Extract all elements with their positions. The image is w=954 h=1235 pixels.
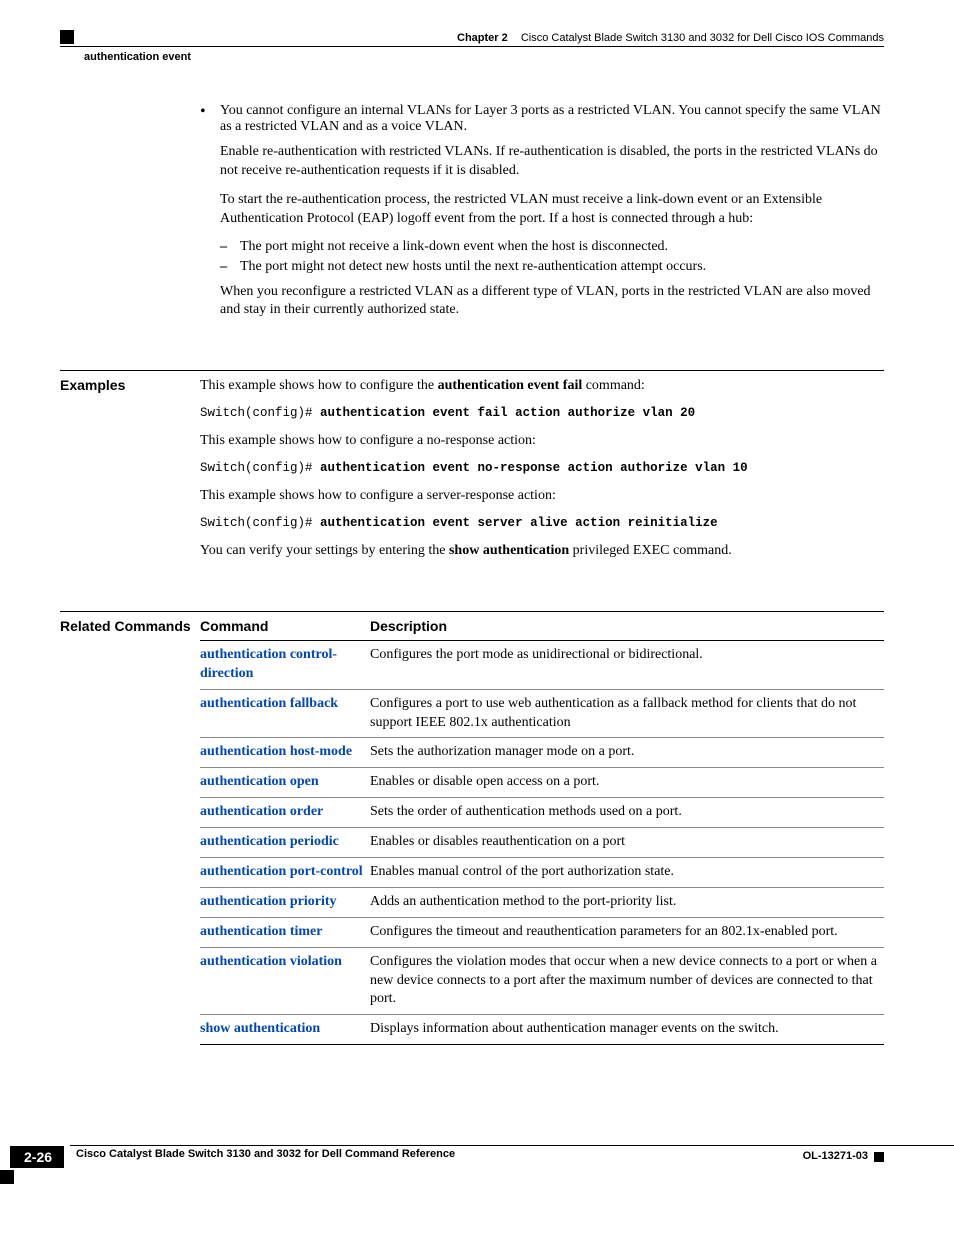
cli-command: authentication event server alive action…: [320, 516, 718, 530]
inline-command: authentication event fail: [438, 378, 583, 393]
command-link[interactable]: authentication fallback: [200, 696, 338, 711]
sub-bullet-text: The port might not detect new hosts unti…: [240, 259, 884, 275]
paragraph: This example shows how to configure a no…: [200, 432, 884, 451]
command-link[interactable]: authentication control-direction: [200, 647, 337, 681]
cli-command: authentication event fail action authori…: [320, 406, 695, 420]
table-row: authentication periodic Enables or disabl…: [200, 828, 884, 858]
paragraph: This example shows how to configure a se…: [200, 487, 884, 506]
cli-example: Switch(config)# authentication event fai…: [200, 406, 884, 420]
table-row: authentication fallback Configures a port…: [200, 689, 884, 738]
paragraph: This example shows how to configure the …: [200, 377, 884, 396]
command-link[interactable]: authentication periodic: [200, 834, 339, 849]
command-link[interactable]: show authentication: [200, 1021, 320, 1036]
command-description: Configures the timeout and reauthenticat…: [370, 917, 884, 947]
table-row: authentication host-mode Sets the authori…: [200, 738, 884, 768]
text: This example shows how to configure the: [200, 378, 438, 393]
section-name: authentication event: [84, 51, 884, 63]
section-label-examples: Examples: [60, 370, 200, 571]
text: privileged EXEC command.: [569, 543, 732, 558]
command-description: Displays information about authenticatio…: [370, 1015, 884, 1045]
command-description: Configures the violation modes that occu…: [370, 947, 884, 1015]
cli-example: Switch(config)# authentication event no-…: [200, 461, 884, 475]
command-link[interactable]: authentication host-mode: [200, 744, 352, 759]
command-description: Enables manual control of the port autho…: [370, 858, 884, 888]
inline-command: show authentication: [449, 543, 569, 558]
table-row: authentication timer Configures the timeo…: [200, 917, 884, 947]
text: You can verify your settings by entering…: [200, 543, 449, 558]
footer-ornament-box: [0, 1170, 14, 1184]
cli-prompt: Switch(config)#: [200, 461, 320, 475]
table-header-command: Command: [200, 611, 370, 640]
cli-prompt: Switch(config)#: [200, 406, 320, 420]
command-link[interactable]: authentication priority: [200, 894, 337, 909]
command-link[interactable]: authentication port-control: [200, 864, 363, 879]
examples-body: This example shows how to configure the …: [200, 370, 884, 571]
paragraph: When you reconfigure a restricted VLAN a…: [220, 283, 884, 321]
section-label-related: Related Commands: [60, 611, 200, 1045]
header-ornament-box: [60, 30, 74, 44]
command-link[interactable]: authentication open: [200, 774, 319, 789]
command-link[interactable]: authentication violation: [200, 954, 342, 969]
bullet-icon: •: [200, 103, 220, 135]
bullet-text: You cannot configure an internal VLANs f…: [220, 103, 884, 135]
command-description: Adds an authentication method to the por…: [370, 887, 884, 917]
table-header-description: Description: [370, 611, 884, 640]
page-number: 2-26: [10, 1146, 64, 1168]
table-row: authentication control-direction Configur…: [200, 640, 884, 689]
chapter-title: Cisco Catalyst Blade Switch 3130 and 303…: [521, 32, 884, 44]
command-description: Enables or disable open access on a port…: [370, 768, 884, 798]
command-link[interactable]: authentication order: [200, 804, 323, 819]
paragraph: Enable re-authentication with restricted…: [220, 143, 884, 181]
sub-bullet-item: – The port might not detect new hosts un…: [220, 259, 884, 275]
paragraph: To start the re-authentication process, …: [220, 191, 884, 229]
bullet-item: • You cannot configure an internal VLANs…: [200, 103, 884, 135]
command-description: Sets the order of authentication methods…: [370, 798, 884, 828]
paragraph: You can verify your settings by entering…: [200, 542, 884, 561]
table-row: show authentication Displays information …: [200, 1015, 884, 1045]
page-footer: 2-26 Cisco Catalyst Blade Switch 3130 an…: [0, 1145, 954, 1184]
page-header: Chapter 2 Cisco Catalyst Blade Switch 31…: [60, 30, 884, 47]
sub-bullet-text: The port might not receive a link-down e…: [240, 239, 884, 255]
footer-ornament-tick: [874, 1152, 884, 1162]
document-id: OL-13271-03: [803, 1146, 868, 1162]
text: command:: [582, 378, 645, 393]
table-row: authentication open Enables or disable op…: [200, 768, 884, 798]
table-row: authentication priority Adds an authentic…: [200, 887, 884, 917]
table-row: authentication order Sets the order of au…: [200, 798, 884, 828]
cli-example: Switch(config)# authentication event ser…: [200, 516, 884, 530]
table-row: authentication violation Configures the v…: [200, 947, 884, 1015]
sub-bullet-item: – The port might not receive a link-down…: [220, 239, 884, 255]
command-link[interactable]: authentication timer: [200, 924, 322, 939]
dash-icon: –: [220, 259, 240, 275]
command-description: Configures a port to use web authenticat…: [370, 689, 884, 738]
command-description: Enables or disables reauthentication on …: [370, 828, 884, 858]
table-row: authentication port-control Enables manua…: [200, 858, 884, 888]
command-description: Sets the authorization manager mode on a…: [370, 738, 884, 768]
command-description: Configures the port mode as unidirection…: [370, 640, 884, 689]
usage-guidelines-body: • You cannot configure an internal VLANs…: [200, 103, 884, 330]
footer-title: Cisco Catalyst Blade Switch 3130 and 303…: [76, 1146, 455, 1160]
cli-command: authentication event no-response action …: [320, 461, 748, 475]
cli-prompt: Switch(config)#: [200, 516, 320, 530]
dash-icon: –: [220, 239, 240, 255]
chapter-label: Chapter 2: [457, 32, 508, 44]
chapter-heading: Chapter 2 Cisco Catalyst Blade Switch 31…: [457, 32, 884, 44]
related-commands-table: Command Description authentication contr…: [200, 611, 884, 1045]
